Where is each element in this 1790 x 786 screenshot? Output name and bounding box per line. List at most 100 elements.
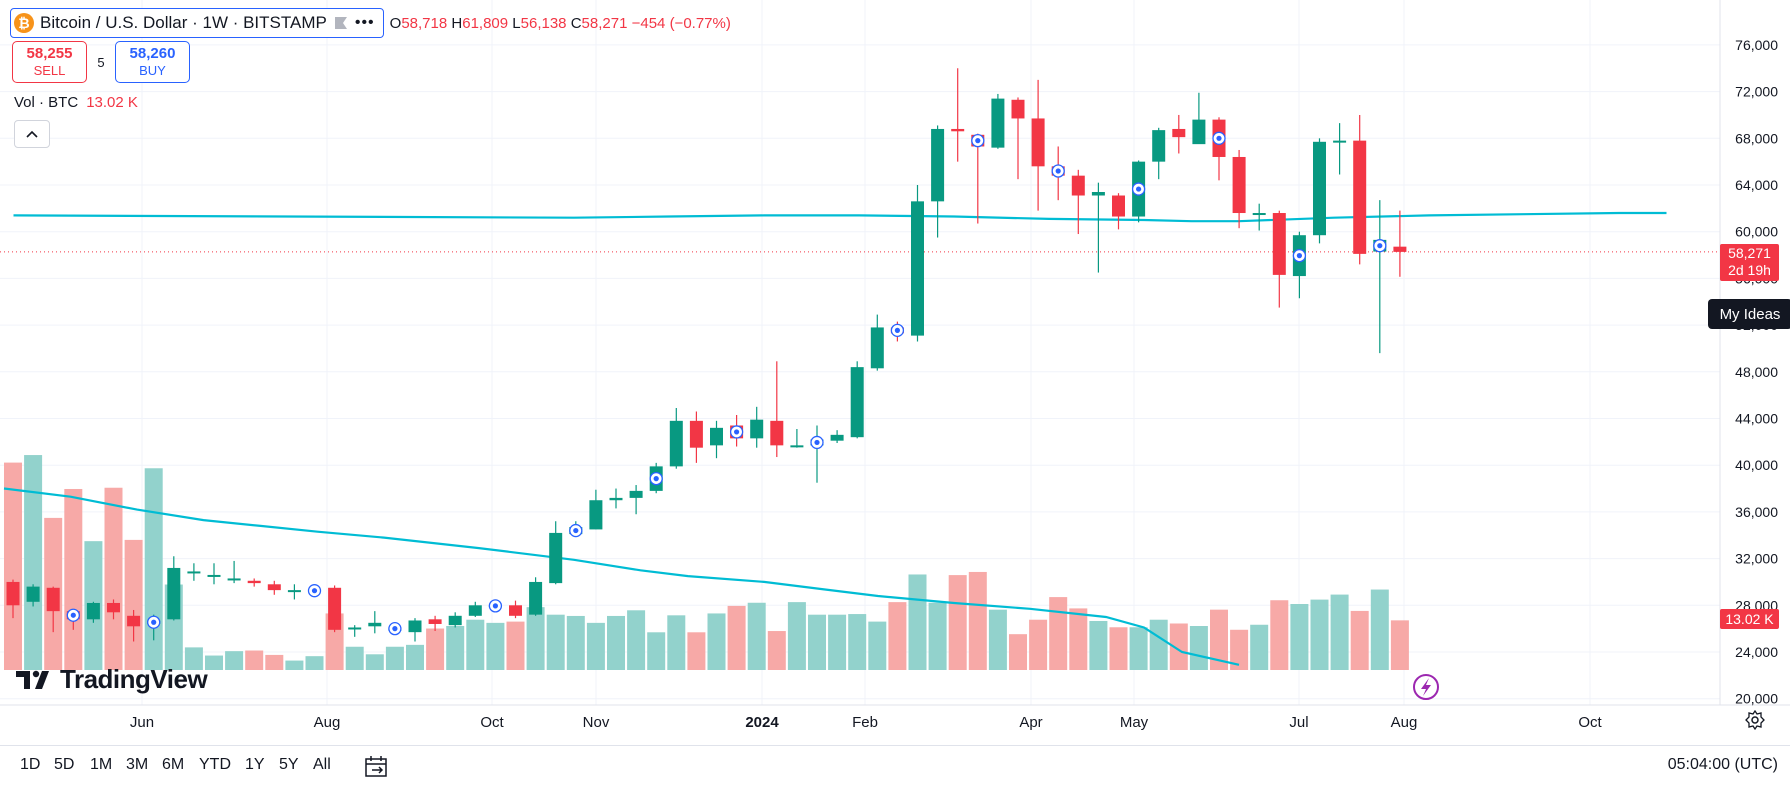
range-1m[interactable]: 1M (90, 756, 113, 773)
price-tick-label: 60,000 (1735, 224, 1778, 240)
volume-bar (928, 602, 947, 670)
date-range-icon[interactable] (364, 755, 390, 779)
event-marker-dot (1055, 168, 1061, 174)
event-marker-dot (392, 626, 398, 632)
volume-bar (385, 646, 404, 670)
volume-bar (1390, 620, 1409, 670)
volume-bar (426, 628, 445, 670)
candle-body (1232, 156, 1246, 214)
sell-button[interactable]: 58,255 SELL (12, 41, 87, 83)
event-marker-dot (1377, 243, 1383, 249)
candle-body (750, 419, 764, 439)
volume-bar (64, 488, 83, 670)
range-6m[interactable]: 6M (162, 756, 185, 773)
time-tick-label: Jul (1289, 714, 1308, 731)
settings-gear-icon[interactable] (1745, 710, 1765, 730)
volume-bar (1169, 623, 1188, 670)
range-all[interactable]: All (313, 756, 331, 773)
candle-body (710, 427, 723, 446)
candle-body (689, 420, 703, 448)
tradingview-logo[interactable]: TradingView (16, 664, 208, 695)
grid (0, 0, 1720, 705)
candle-body (287, 590, 301, 593)
range-1y[interactable]: 1Y (245, 756, 265, 773)
ma-line-1 (3, 487, 1240, 666)
buy-button[interactable]: 58,260 BUY (115, 41, 190, 83)
volume-bar (1230, 629, 1249, 670)
volume-bar (446, 626, 465, 670)
volume-bar (1009, 634, 1027, 670)
ohlc-values: O58,718 H61,809 L56,138 C58,271 −454 (−0… (390, 15, 731, 32)
candle-body (1272, 213, 1286, 275)
last-price-label: 58,271 2d 19h (1720, 243, 1779, 281)
candle-body (1011, 99, 1025, 119)
volume-bar (647, 632, 666, 670)
volume-bar (1109, 627, 1128, 670)
bottom-toolbar: 1D 5D 1M 3M 6M YTD 1Y 5Y All 05:04:00 (U… (0, 745, 1790, 786)
event-marker-icon (971, 133, 985, 148)
event-marker-icon (649, 471, 663, 486)
candle-body (1112, 195, 1125, 217)
volume-bar (225, 651, 244, 670)
range-5d[interactable]: 5D (54, 756, 75, 773)
candle-body (107, 602, 120, 613)
candle-body (1172, 128, 1186, 138)
range-5y[interactable]: 5Y (279, 756, 299, 773)
volume-bar (506, 621, 525, 670)
flag-icon[interactable] (333, 15, 349, 31)
volume-bar (1069, 608, 1088, 670)
candle-body (911, 201, 924, 336)
volume-bar (24, 455, 43, 670)
event-marker-icon (810, 435, 824, 450)
time-tick-label: Apr (1019, 714, 1042, 731)
volume-bar (546, 614, 565, 670)
volume-value: 13.02 K (86, 94, 138, 111)
volume-bar (1149, 619, 1168, 670)
volume-bar (1049, 597, 1068, 670)
sell-label: SELL (33, 63, 66, 78)
event-marker-icon (1212, 131, 1226, 145)
volume-bar (1370, 589, 1389, 670)
volume-bar (808, 614, 826, 670)
event-marker-dot (653, 476, 659, 482)
volume-bar (586, 622, 605, 670)
volume-bar (1029, 619, 1048, 670)
candle-body (348, 627, 362, 630)
volume-bar (1310, 599, 1329, 670)
candle-body (770, 420, 784, 446)
timezone-clock[interactable]: 05:04:00 (UTC) (1667, 756, 1778, 773)
range-3m[interactable]: 3M (126, 756, 149, 773)
volume-bar (968, 571, 987, 670)
candle-body (1313, 141, 1326, 236)
lightning-icon[interactable] (1413, 674, 1439, 700)
volume-bar (566, 615, 585, 670)
candle-body (46, 587, 60, 612)
volume-bar (727, 605, 746, 670)
range-ytd[interactable]: YTD (199, 756, 231, 773)
volume-bar (747, 602, 766, 670)
event-marker-dot (151, 619, 157, 625)
candle-body (127, 615, 141, 627)
volume-bar (848, 614, 867, 670)
volume-bar (948, 575, 967, 670)
time-tick-label: Aug (314, 714, 341, 731)
time-tick-label: May (1120, 714, 1149, 731)
symbol-selector[interactable]: ₿ Bitcoin / U.S. Dollar · 1W · BITSTAMP … (10, 8, 384, 38)
open-label: O (389, 14, 402, 32)
candle-body (669, 420, 683, 467)
price-tick-label: 32,000 (1735, 551, 1778, 567)
volume-bar (1290, 604, 1309, 670)
tooltip-text: My Ideas (1719, 305, 1781, 323)
time-tick-label: Jun (130, 714, 154, 731)
range-1d[interactable]: 1D (20, 756, 41, 773)
more-options-icon[interactable]: ••• (354, 14, 375, 31)
volume-bar (1210, 609, 1228, 670)
collapse-legend-button[interactable] (14, 120, 50, 148)
candle-body (86, 602, 100, 620)
chart-canvas[interactable]: 76,00072,00068,00064,00060,00056,00052,0… (0, 0, 1790, 745)
volume-bar (1350, 610, 1369, 670)
event-marker-dot (1216, 135, 1222, 141)
time-tick-label: Nov (583, 714, 610, 731)
candle-body (428, 619, 442, 624)
candle-body (991, 98, 1005, 148)
